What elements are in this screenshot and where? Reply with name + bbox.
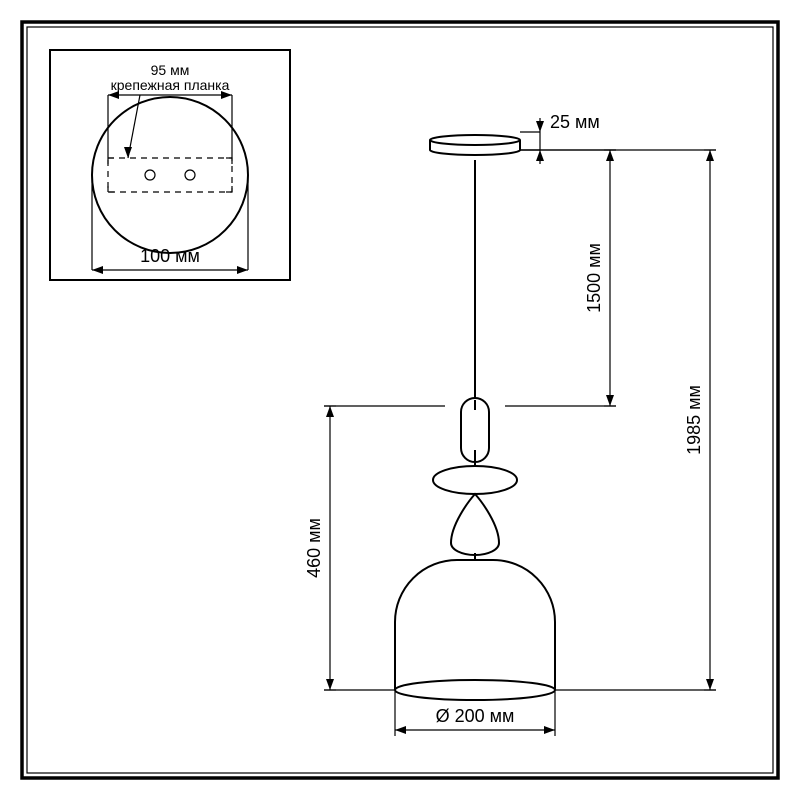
dimension-label: 1500 мм: [584, 243, 604, 313]
dimension-label: 460 мм: [304, 518, 324, 578]
canopy-bottom-arc: [430, 150, 520, 155]
teardrop: [451, 494, 499, 555]
canopy-circle: [92, 97, 248, 253]
diagram-canvas: 95 ммкрепежная планка 100 мм 25 мм 1500 мм 1…: [0, 0, 800, 800]
canopy-top: [430, 135, 520, 145]
mount-hole: [145, 170, 155, 180]
diagram-svg: 95 ммкрепежная планка 100 мм 25 мм 1500 мм 1…: [0, 0, 800, 800]
shade-outline: [395, 560, 555, 690]
dimension-label: 25 мм: [550, 112, 600, 132]
mount-hole: [185, 170, 195, 180]
dimension-label: 100 мм: [140, 246, 200, 266]
dimension-label: 1985 мм: [684, 385, 704, 455]
bracket-caption: крепежная планка: [111, 77, 230, 93]
dimension-label: Ø 200 мм: [436, 706, 515, 726]
mid-disc: [433, 466, 517, 494]
bracket-outline: [108, 158, 232, 192]
dimension-label: 95 мм: [151, 62, 190, 78]
